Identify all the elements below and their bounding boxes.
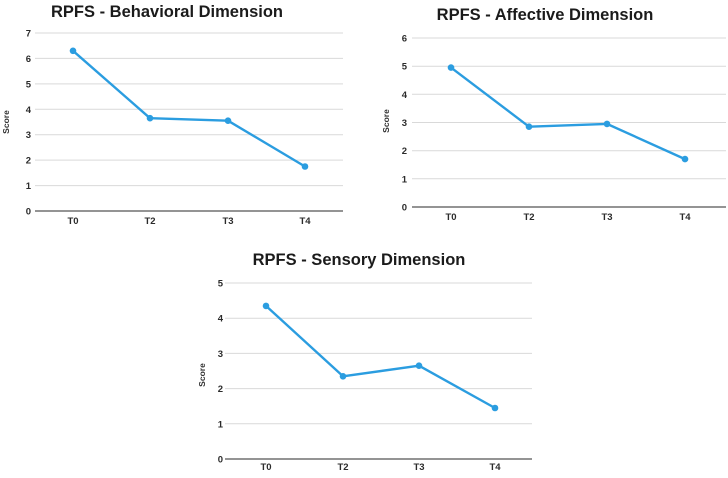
y-tick-label: 0 [26,207,31,218]
x-tick-label: T2 [337,462,348,473]
x-tick-label: T2 [523,212,534,223]
behavioral-chart-svg: 0 1 2 3 4 5 6 7 T0 T2 T3 T4 Score RPFS - Behavioral D… [1,3,343,227]
series-line [71,49,307,168]
y-axis-label: Score [1,110,11,134]
x-tick-label: T3 [222,216,233,227]
x-tick-label: T0 [445,212,456,223]
y-tick-label: 5 [26,79,32,90]
data-point [603,120,611,128]
data-point [415,362,423,369]
y-tick-label: 0 [218,455,223,466]
x-tick-label: T4 [299,216,311,227]
y-tick-label: 2 [26,156,31,167]
y-tick-label: 1 [402,174,408,185]
y-tick-label: 4 [218,314,224,325]
x-tick-label: T4 [679,212,691,223]
y-tick-label: 4 [26,105,32,116]
y-tick-label: 7 [26,29,31,40]
y-tick-label: 5 [218,279,224,290]
x-tick-label: T4 [489,462,501,473]
data-point [339,373,347,380]
chart-title: RPFS - Sensory Dimension [253,251,466,269]
data-point [447,64,455,71]
y-axis-label: Score [197,363,207,387]
y-tick-label: 3 [26,130,31,141]
y-tick-label: 0 [402,203,407,214]
x-tick-label: T2 [144,216,155,227]
chart-sensory-dimension: 0 1 2 3 4 5 T0 T2 T3 T4 Score RPFS - Sensory Dimens… [182,239,546,478]
x-tick-label: T0 [260,462,271,473]
data-point [146,114,154,122]
y-tick-label: 2 [218,384,223,395]
chart-behavioral-dimension: 0 1 2 3 4 5 6 7 T0 T2 T3 T4 Score RPFS - Behavioral D… [0,0,364,239]
chart-title: RPFS - Affective Dimension [437,6,654,24]
x-tick-label: T3 [413,462,424,473]
data-point [525,123,533,130]
sensory-chart-svg: 0 1 2 3 4 5 T0 T2 T3 T4 Score RPFS - Sensory Dimens… [197,251,532,473]
y-tick-label: 5 [402,62,408,73]
series-line [449,66,687,161]
y-axis-label: Score [381,109,391,133]
y-tick-label: 4 [402,90,408,101]
data-point [491,404,499,412]
series-line [264,304,497,410]
affective-chart-svg: 0 1 2 3 4 5 6 T0 T2 T3 T4 Score RPFS - Affective Dim… [381,6,726,223]
x-tick-label: T0 [67,216,78,227]
y-tick-label: 6 [402,34,407,45]
data-point [262,302,270,310]
y-tick-label: 3 [402,118,407,129]
y-tick-label: 3 [218,349,223,360]
x-tick-label: T3 [601,212,612,223]
data-point [301,163,309,170]
chart-affective-dimension: 0 1 2 3 4 5 6 T0 T2 T3 T4 Score RPFS - Affective Dim… [364,0,728,239]
chart-title: RPFS - Behavioral Dimension [51,3,283,21]
data-point [224,117,232,124]
data-point [69,47,77,55]
y-tick-label: 2 [402,146,407,157]
data-point [681,155,689,163]
y-tick-label: 1 [218,419,224,430]
y-tick-label: 1 [26,181,32,192]
y-tick-label: 6 [26,54,31,65]
